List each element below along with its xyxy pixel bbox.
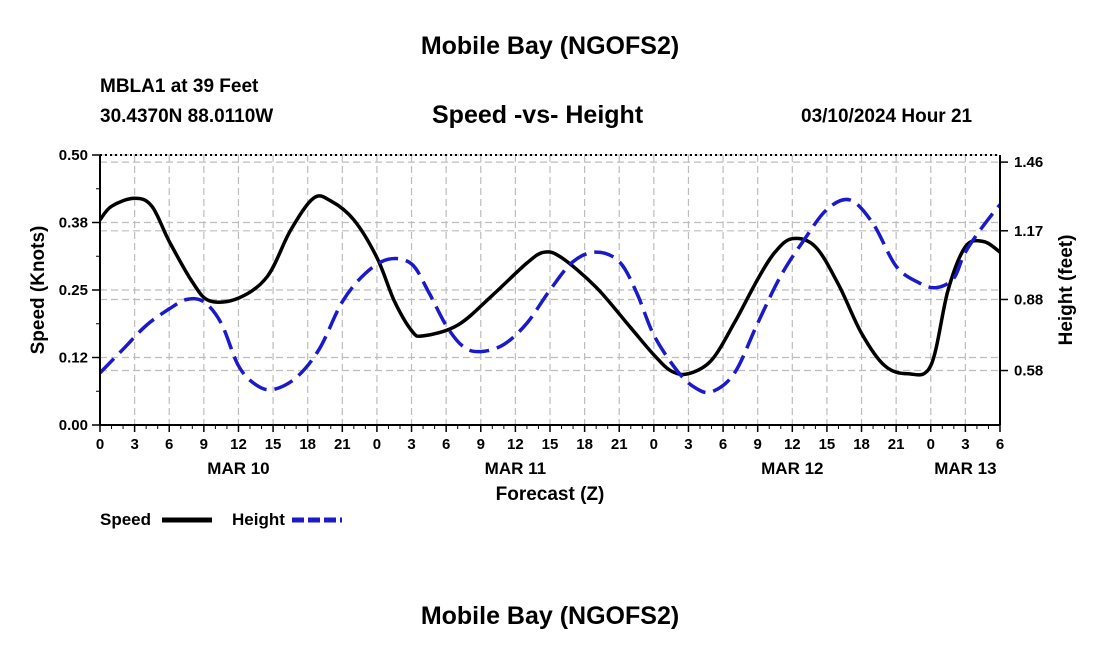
- station-label: MBLA1 at 39 Feet: [100, 76, 259, 97]
- x-tick-label: 6: [996, 436, 1004, 453]
- x-tick-label: 12: [507, 436, 524, 453]
- x-tick-label: 12: [784, 436, 801, 453]
- x-tick-label: 0: [96, 436, 104, 453]
- series-line-speed: [100, 194, 1000, 377]
- x-tick-label: 0: [927, 436, 935, 453]
- x-tick-label: 3: [684, 436, 692, 453]
- date-label: MAR 12: [761, 459, 823, 478]
- series-layer: [100, 194, 1000, 395]
- x-axis-label: Forecast (Z): [496, 484, 605, 505]
- legend-speed-label: Speed: [100, 510, 151, 529]
- y-axis-label: Speed (Knots): [28, 226, 49, 355]
- x-tick-label: 18: [853, 436, 870, 453]
- x-tick-label: 3: [407, 436, 415, 453]
- x-tick-label: 15: [542, 436, 559, 453]
- date-label: MAR 10: [207, 459, 269, 478]
- x-tick-label: 9: [754, 436, 762, 453]
- legend: Speed Height: [100, 510, 342, 529]
- axis-layer: 0 3 6 9 12 15 18 21 0 3 6 9 12 15 18 21 0 3 6 9 12 15 18 21 0 3 6M…: [59, 147, 1043, 478]
- legend-height-label: Height: [232, 510, 285, 529]
- x-tick-label: 3: [961, 436, 969, 453]
- x-tick-label: 6: [442, 436, 450, 453]
- date-label: MAR 11: [485, 459, 546, 478]
- x-tick-label: 9: [477, 436, 485, 453]
- x-tick-label: 9: [200, 436, 208, 453]
- y-tick-label: 0.12: [59, 350, 88, 367]
- coordinates-label: 30.4370N 88.0110W: [100, 106, 274, 127]
- x-tick-label: 18: [299, 436, 316, 453]
- x-tick-label: 18: [576, 436, 593, 453]
- x-tick-label: 6: [719, 436, 727, 453]
- y-tick-label: 0.50: [59, 147, 88, 164]
- page-title: Mobile Bay (NGOFS2): [420, 32, 680, 60]
- x-tick-label: 3: [130, 436, 138, 453]
- x-tick-label: 0: [650, 436, 658, 453]
- x-tick-label: 21: [334, 436, 351, 453]
- y2-tick-label: 1.46: [1014, 154, 1043, 171]
- forecast-date-label: 03/10/2024 Hour 21: [801, 106, 973, 127]
- x-tick-label: 12: [230, 436, 247, 453]
- y-tick-label: 0.25: [59, 282, 88, 299]
- x-tick-label: 6: [165, 436, 173, 453]
- x-tick-label: 0: [373, 436, 381, 453]
- chart-subtitle: Speed -vs- Height: [432, 101, 644, 129]
- bottom-title: Mobile Bay (NGOFS2): [420, 602, 680, 630]
- y2-tick-label: 0.58: [1014, 363, 1043, 380]
- x-tick-label: 21: [888, 436, 905, 453]
- y2-axis-label: Height (feet): [1056, 235, 1077, 346]
- date-label: MAR 13: [934, 459, 996, 478]
- y2-tick-label: 0.88: [1014, 291, 1043, 308]
- y2-tick-label: 1.17: [1014, 223, 1043, 240]
- x-tick-label: 15: [819, 436, 836, 453]
- x-tick-label: 15: [265, 436, 282, 453]
- y-tick-label: 0.00: [59, 417, 88, 434]
- x-tick-label: 21: [611, 436, 628, 453]
- grid-layer: [100, 154, 1000, 425]
- y-tick-label: 0.38: [59, 215, 88, 232]
- series-line-height: [100, 197, 1000, 395]
